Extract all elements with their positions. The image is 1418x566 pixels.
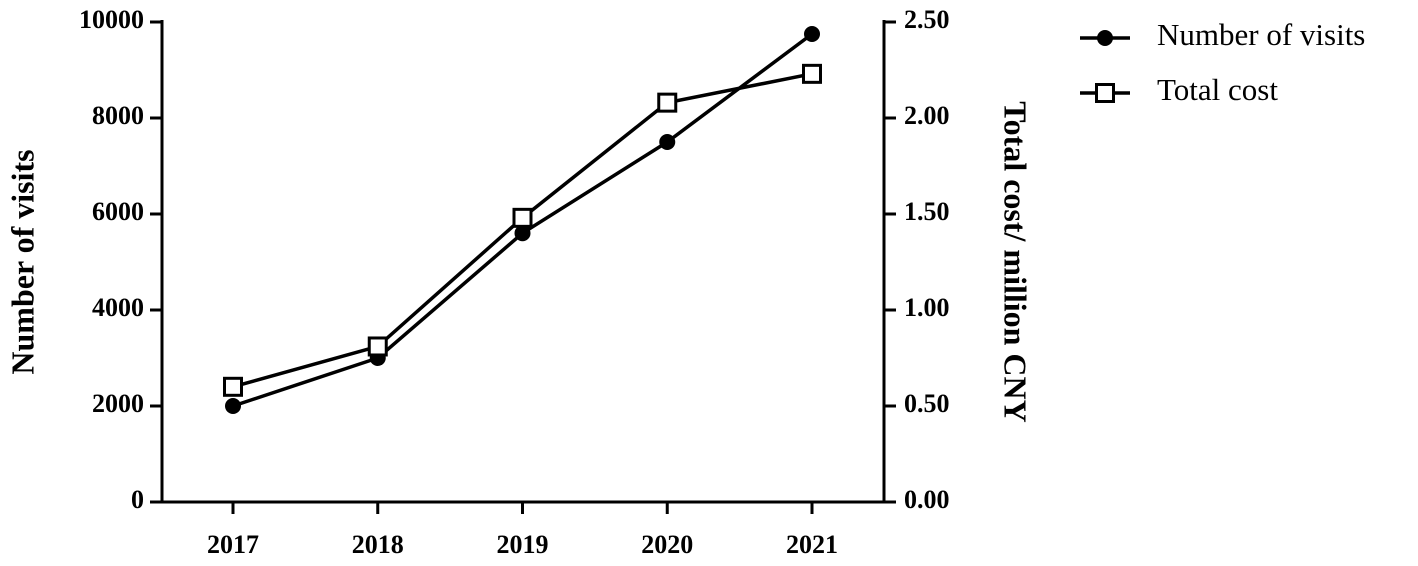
x-tick-label: 2018	[352, 530, 404, 559]
y-tick-label: 6000	[92, 197, 144, 226]
y-tick-label: 8000	[92, 101, 144, 130]
point	[514, 225, 531, 242]
x-tick-label: 2021	[786, 530, 838, 559]
y-axis-label: Number of visits	[4, 149, 40, 374]
x-tick-label: 2020	[641, 530, 693, 559]
x-tick-label: 2017	[207, 530, 259, 559]
y2-tick-label: 2.50	[904, 5, 950, 34]
y2-tick-label: 0.00	[904, 485, 950, 514]
legend-marker	[1097, 30, 1113, 46]
point	[367, 336, 388, 357]
point	[657, 92, 678, 113]
y-tick-label: 0	[131, 485, 144, 514]
y-tick-label: 2000	[92, 389, 144, 418]
y2-tick-label: 1.00	[904, 293, 950, 322]
point	[512, 207, 533, 228]
y2-axis-label: Total cost/ million CNY	[998, 101, 1034, 423]
point	[225, 398, 241, 414]
y2-tick-label: 2.00	[904, 101, 950, 130]
y2-tick-label: 0.50	[904, 389, 950, 418]
point	[802, 63, 822, 84]
point	[659, 134, 676, 150]
legend-label: Total cost	[1157, 72, 1278, 107]
y2-tick-label: 1.50	[904, 197, 950, 226]
x-tick-label: 2019	[497, 530, 549, 559]
legend-marker	[1095, 83, 1115, 103]
y-tick-label: 10000	[79, 5, 144, 34]
point	[804, 26, 820, 42]
legend-label: Number of visits	[1157, 17, 1365, 52]
y-tick-label: 4000	[92, 293, 144, 322]
point	[223, 376, 243, 397]
